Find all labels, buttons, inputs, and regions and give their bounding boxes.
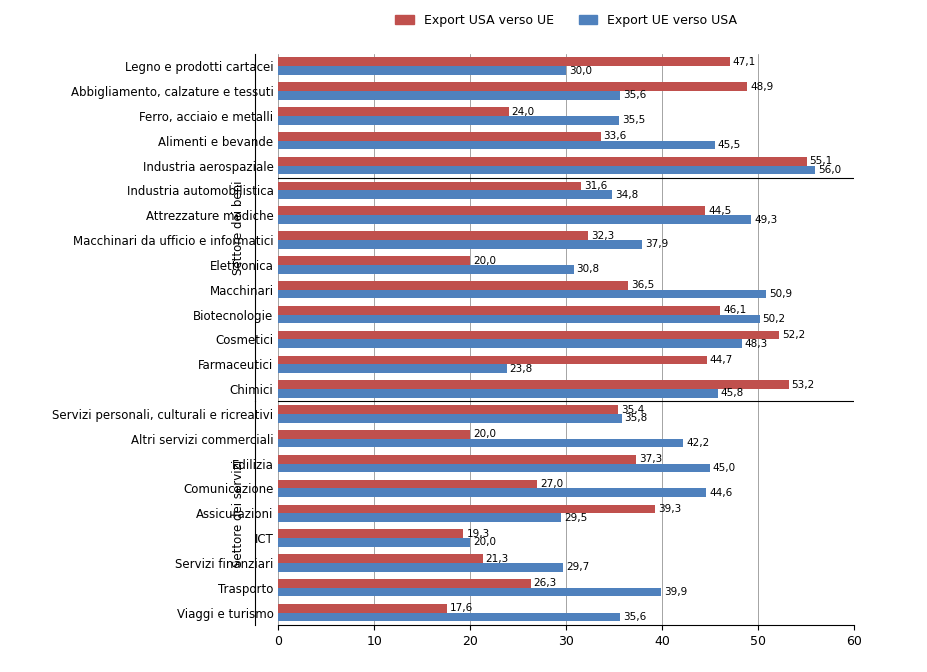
Bar bbox=[278, 66, 565, 75]
Text: 45,8: 45,8 bbox=[719, 388, 743, 398]
Text: 52,2: 52,2 bbox=[781, 330, 805, 340]
Text: 48,9: 48,9 bbox=[749, 82, 772, 91]
Text: 53,2: 53,2 bbox=[791, 380, 814, 390]
Text: 35,6: 35,6 bbox=[622, 90, 645, 100]
Bar bbox=[278, 380, 788, 389]
Text: 35,4: 35,4 bbox=[620, 405, 643, 415]
Legend: Export USA verso UE, Export UE verso USA: Export USA verso UE, Export UE verso USA bbox=[389, 9, 742, 32]
Bar bbox=[278, 389, 717, 398]
Bar bbox=[278, 181, 581, 190]
Bar bbox=[278, 231, 588, 240]
Bar bbox=[278, 355, 706, 364]
Bar bbox=[278, 563, 563, 572]
Text: 33,6: 33,6 bbox=[603, 131, 626, 141]
Text: 29,7: 29,7 bbox=[565, 562, 589, 573]
Text: 39,9: 39,9 bbox=[663, 587, 686, 597]
Bar bbox=[278, 588, 660, 597]
Text: 21,3: 21,3 bbox=[485, 554, 508, 564]
Text: 20,0: 20,0 bbox=[473, 255, 496, 265]
Bar bbox=[278, 505, 654, 513]
Bar bbox=[278, 116, 618, 124]
Text: 47,1: 47,1 bbox=[732, 57, 756, 67]
Text: 50,9: 50,9 bbox=[768, 289, 792, 299]
Bar bbox=[278, 206, 705, 215]
Bar bbox=[278, 513, 561, 522]
Text: 49,3: 49,3 bbox=[754, 214, 777, 224]
Bar bbox=[278, 83, 746, 91]
Text: 30,8: 30,8 bbox=[576, 264, 599, 274]
Text: 44,7: 44,7 bbox=[709, 355, 732, 365]
Text: 35,5: 35,5 bbox=[621, 115, 644, 125]
Text: 32,3: 32,3 bbox=[590, 230, 614, 241]
Bar bbox=[278, 414, 621, 423]
Text: 34,8: 34,8 bbox=[615, 190, 638, 200]
Bar bbox=[278, 306, 719, 314]
Text: 37,3: 37,3 bbox=[639, 454, 662, 464]
Bar bbox=[278, 107, 508, 116]
Text: 50,2: 50,2 bbox=[762, 314, 785, 324]
Text: 44,5: 44,5 bbox=[707, 206, 730, 216]
Bar bbox=[278, 314, 759, 323]
Bar bbox=[278, 613, 619, 621]
Bar bbox=[278, 331, 778, 339]
Bar bbox=[278, 265, 573, 274]
Text: 55,1: 55,1 bbox=[808, 156, 832, 166]
Bar bbox=[278, 91, 619, 99]
Bar bbox=[278, 455, 635, 464]
Bar bbox=[278, 165, 815, 174]
Text: 20,0: 20,0 bbox=[473, 538, 496, 548]
Bar bbox=[278, 132, 600, 140]
Text: 37,9: 37,9 bbox=[644, 239, 667, 249]
Bar bbox=[278, 464, 709, 472]
Bar bbox=[278, 290, 766, 298]
Text: 39,3: 39,3 bbox=[657, 504, 680, 514]
Bar bbox=[278, 489, 705, 497]
Bar bbox=[278, 604, 447, 613]
Text: Settore dei beni: Settore dei beni bbox=[232, 180, 245, 275]
Bar bbox=[278, 140, 714, 149]
Text: 56,0: 56,0 bbox=[818, 165, 841, 175]
Text: 31,6: 31,6 bbox=[584, 181, 607, 191]
Bar bbox=[278, 364, 506, 373]
Text: 23,8: 23,8 bbox=[509, 364, 532, 374]
Bar bbox=[278, 579, 530, 588]
Bar bbox=[278, 190, 612, 199]
Bar bbox=[278, 157, 806, 165]
Text: 26,3: 26,3 bbox=[533, 579, 556, 589]
Bar bbox=[278, 430, 470, 439]
Text: 35,6: 35,6 bbox=[622, 612, 645, 622]
Text: 19,3: 19,3 bbox=[466, 529, 489, 539]
Text: 35,8: 35,8 bbox=[624, 413, 647, 423]
Text: 27,0: 27,0 bbox=[540, 479, 563, 489]
Text: 45,0: 45,0 bbox=[712, 463, 735, 473]
Text: 44,6: 44,6 bbox=[708, 488, 731, 498]
Bar bbox=[278, 215, 750, 224]
Bar bbox=[278, 530, 463, 538]
Bar bbox=[278, 240, 641, 249]
Text: 29,5: 29,5 bbox=[564, 513, 587, 523]
Bar bbox=[278, 480, 537, 489]
Text: 42,2: 42,2 bbox=[685, 438, 708, 448]
Bar bbox=[278, 256, 470, 265]
Text: 24,0: 24,0 bbox=[511, 106, 534, 116]
Bar bbox=[278, 405, 617, 414]
Bar bbox=[278, 538, 470, 547]
Text: 46,1: 46,1 bbox=[722, 305, 746, 315]
Text: Settore dei servizi: Settore dei servizi bbox=[232, 460, 245, 566]
Bar bbox=[278, 554, 482, 563]
Text: 20,0: 20,0 bbox=[473, 429, 496, 439]
Bar bbox=[278, 339, 741, 348]
Text: 36,5: 36,5 bbox=[630, 280, 654, 290]
Text: 48,3: 48,3 bbox=[743, 339, 767, 349]
Bar bbox=[278, 58, 730, 66]
Text: 45,5: 45,5 bbox=[717, 140, 740, 150]
Bar bbox=[278, 281, 628, 290]
Text: 17,6: 17,6 bbox=[450, 603, 473, 613]
Bar bbox=[278, 439, 682, 448]
Text: 30,0: 30,0 bbox=[568, 66, 591, 75]
